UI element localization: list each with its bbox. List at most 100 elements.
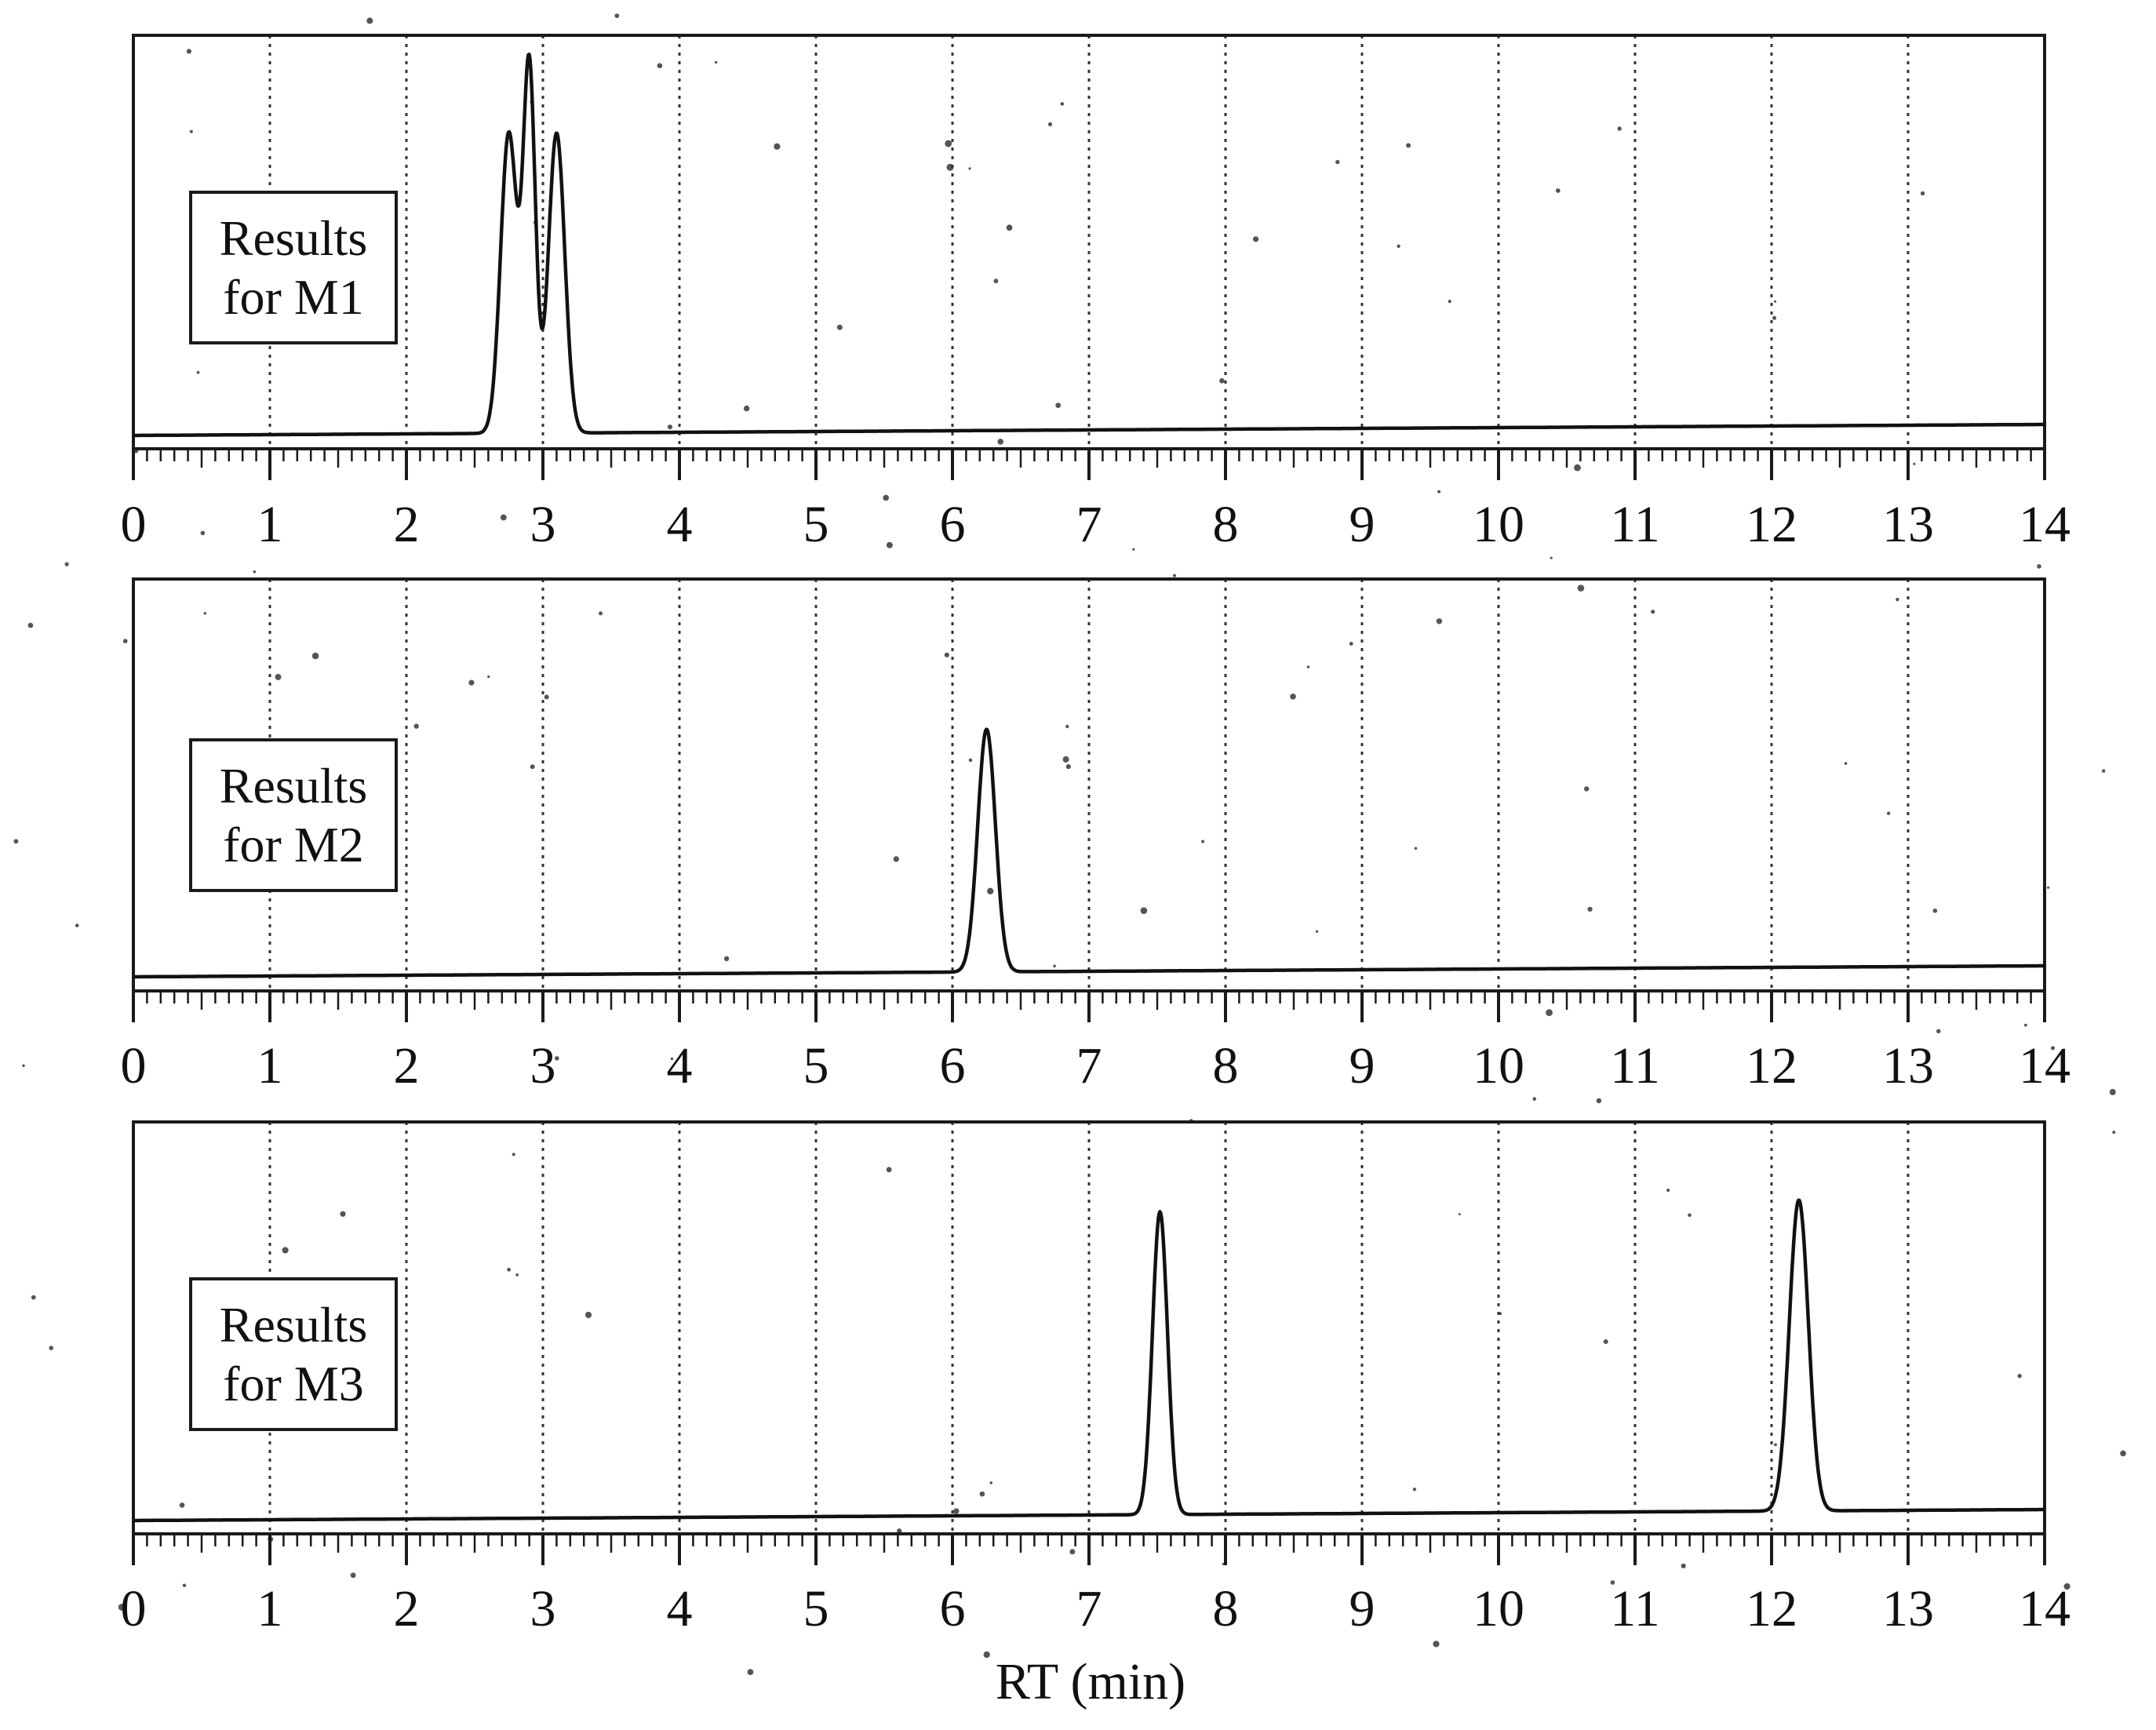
chromatogram-trace-m3 bbox=[132, 1198, 2046, 1523]
legend-line-2: for M1 bbox=[223, 269, 364, 325]
noise-speck bbox=[1774, 1443, 1777, 1447]
legend-line-2: for M3 bbox=[223, 1356, 364, 1411]
x-tick-label: 6 bbox=[940, 1580, 966, 1637]
x-tick-label: 11 bbox=[1610, 496, 1660, 553]
noise-speck bbox=[468, 679, 475, 686]
noise-speck bbox=[987, 887, 994, 895]
noise-speck bbox=[1065, 724, 1069, 729]
noise-speck bbox=[667, 424, 673, 430]
scan-noise bbox=[13, 13, 2126, 1676]
noise-speck bbox=[1688, 1213, 1692, 1218]
x-tick-label: 12 bbox=[1746, 496, 1797, 553]
noise-speck bbox=[1315, 930, 1319, 933]
x-axis: 0 1 2 3 4 5 6 7 8 9 10 11 12 13 14 bbox=[121, 1532, 2070, 1637]
noise-speck bbox=[530, 764, 535, 770]
noise-speck bbox=[897, 1528, 902, 1534]
noise-speck bbox=[1610, 1580, 1615, 1585]
noise-speck bbox=[1062, 756, 1069, 763]
noise-speck bbox=[614, 13, 620, 18]
x-tick-label: 13 bbox=[1882, 496, 1934, 553]
x-tick-label: 2 bbox=[394, 1037, 420, 1094]
noise-speck bbox=[944, 652, 949, 657]
noise-speck bbox=[1773, 300, 1777, 303]
x-tick-label: 3 bbox=[530, 1580, 556, 1637]
noise-speck bbox=[413, 723, 419, 729]
noise-speck bbox=[968, 758, 973, 763]
noise-speck bbox=[886, 1167, 892, 1173]
noise-speck bbox=[512, 1153, 515, 1156]
x-tick-label: 3 bbox=[530, 1037, 556, 1094]
noise-speck bbox=[1414, 847, 1418, 850]
noise-speck bbox=[31, 1295, 36, 1300]
noise-speck bbox=[1574, 464, 1581, 472]
noise-speck bbox=[1550, 556, 1553, 559]
noise-speck bbox=[1219, 378, 1225, 384]
x-tick-label: 4 bbox=[667, 1037, 693, 1094]
noise-speck bbox=[1772, 315, 1777, 320]
x-tick-label: 1 bbox=[257, 496, 283, 553]
noise-speck bbox=[1555, 188, 1561, 193]
panel-m1: 0 1 2 3 4 5 6 7 8 9 10 11 12 13 14 Results for M1 bbox=[121, 34, 2070, 553]
noise-speck bbox=[1936, 1029, 1941, 1034]
x-tick-label: 3 bbox=[530, 496, 556, 553]
x-tick-label: 8 bbox=[1213, 1580, 1239, 1637]
noise-speck bbox=[657, 63, 663, 68]
noise-speck bbox=[555, 1056, 559, 1061]
noise-speck bbox=[507, 1267, 511, 1272]
x-tick-label: 7 bbox=[1076, 1580, 1102, 1637]
noise-speck bbox=[993, 279, 999, 284]
noise-speck bbox=[2051, 1046, 2055, 1051]
x-tick-label: 8 bbox=[1213, 1037, 1239, 1094]
noise-speck bbox=[1397, 244, 1400, 248]
noise-speck bbox=[983, 1651, 990, 1659]
noise-speck bbox=[979, 1491, 985, 1497]
legend-line-1: Results bbox=[220, 1297, 367, 1353]
noise-speck bbox=[1437, 490, 1441, 494]
legend-box bbox=[189, 191, 398, 344]
x-tick-label: 5 bbox=[803, 1580, 829, 1637]
gridlines bbox=[268, 35, 1910, 449]
x-axis: 0 1 2 3 4 5 6 7 8 9 10 11 12 13 14 bbox=[121, 447, 2070, 553]
noise-speck bbox=[1006, 224, 1013, 231]
x-tick-label: 4 bbox=[667, 496, 693, 553]
noise-speck bbox=[968, 167, 971, 170]
noise-speck bbox=[1651, 610, 1655, 614]
noise-speck bbox=[1681, 1563, 1686, 1568]
noise-speck bbox=[179, 1502, 185, 1508]
x-tick-label: 14 bbox=[2019, 1037, 2070, 1094]
noise-speck bbox=[1140, 907, 1148, 914]
noise-speck bbox=[1587, 906, 1593, 912]
noise-speck bbox=[1201, 840, 1205, 843]
noise-speck bbox=[13, 839, 19, 844]
noise-speck bbox=[64, 562, 69, 566]
noise-speck bbox=[1335, 159, 1340, 165]
legend-box bbox=[189, 738, 398, 892]
x-tick-label: 7 bbox=[1076, 496, 1102, 553]
noise-speck bbox=[1132, 548, 1135, 551]
noise-speck bbox=[122, 639, 128, 643]
legend-box bbox=[189, 1277, 398, 1431]
chromatogram-trace-m1 bbox=[132, 53, 2046, 438]
noise-speck bbox=[75, 923, 79, 927]
noise-speck bbox=[203, 612, 206, 615]
noise-speck bbox=[1932, 909, 1938, 913]
noise-speck bbox=[49, 1346, 53, 1350]
noise-speck bbox=[1349, 642, 1353, 646]
x-tick-label: 0 bbox=[121, 1037, 147, 1094]
x-tick-label: 9 bbox=[1349, 1037, 1375, 1094]
noise-speck bbox=[2112, 1131, 2116, 1135]
noise-speck bbox=[723, 956, 730, 962]
noise-speck bbox=[1406, 143, 1411, 148]
noise-speck bbox=[1844, 762, 1848, 765]
noise-speck bbox=[893, 856, 899, 862]
noise-speck bbox=[1290, 694, 1296, 700]
noise-speck bbox=[2047, 886, 2050, 889]
noise-speck bbox=[1603, 1339, 1608, 1344]
noise-speck bbox=[544, 694, 549, 700]
x-tick-label: 2 bbox=[394, 496, 420, 553]
noise-speck bbox=[366, 17, 373, 24]
noise-speck bbox=[182, 1583, 187, 1587]
noise-speck bbox=[883, 494, 889, 501]
noise-speck bbox=[953, 1508, 960, 1514]
